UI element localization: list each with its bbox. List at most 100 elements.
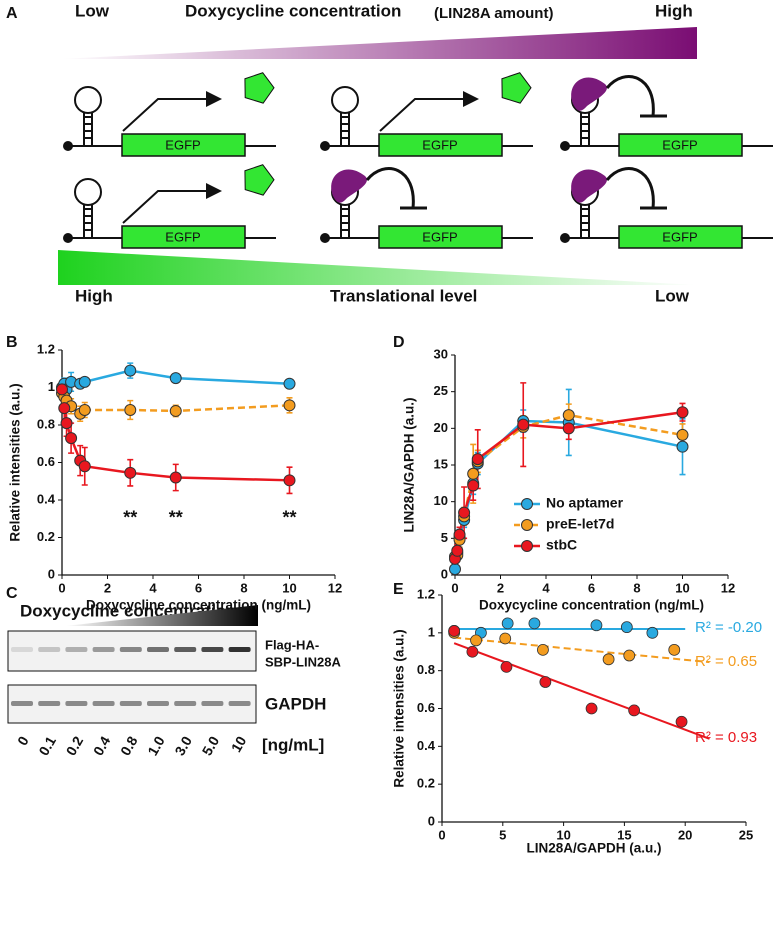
dox-gradient [65,605,258,626]
hairpin [580,113,590,146]
data-point [467,467,480,480]
fit-label: R² = -0.20 [695,619,762,636]
band [38,647,61,652]
egfp-box [378,225,503,249]
y-axis-label: Relative intensities (a.u.) [8,383,23,541]
x-tick-label: 0 [451,580,458,595]
band [147,647,169,652]
blot-row-label: GAPDH [265,694,326,713]
data-point [448,625,461,637]
data-point [628,704,641,717]
band [174,647,197,652]
data-point [676,440,689,453]
data-point [78,460,91,473]
legend-marker [521,540,533,552]
x-tick-label: 10 [282,580,296,595]
band [147,701,169,706]
blot-row-label: Flag-HA- [265,637,319,652]
data-point [124,364,137,377]
data-point [169,471,182,484]
lane-label: 0.2 [63,733,87,758]
cap [560,141,570,151]
data-point [676,428,689,441]
repression [605,167,667,210]
data-point [500,660,513,673]
y-tick-label: 0.8 [417,662,435,677]
hairpin-loop [74,86,102,114]
x-tick-label: 10 [675,580,689,595]
x-tick-label: 8 [240,580,247,595]
constructs: EGFP EGFP EGFP EGFP EGFP EGFP [63,72,773,249]
data-point [449,563,461,576]
series-line [454,413,683,558]
data-point [562,409,575,422]
data-point [539,676,552,688]
data-point [623,649,636,662]
data-point [283,377,296,390]
lane-label: 0.4 [90,733,114,758]
data-point [458,506,471,519]
y-tick-label: 0 [48,566,55,581]
gradient-title: Doxycycline concentration [185,1,401,20]
y-tick-label: 1 [48,379,55,394]
data-point [78,404,91,416]
y-axis-label: LIN28A/GAPDH (a.u.) [402,397,417,532]
band [65,701,88,706]
egfp-label: EGFP [662,229,697,244]
legend-marker [521,519,533,531]
legend-marker [521,498,533,510]
egfp-label: EGFP [422,137,457,152]
y-tick-label: 0.2 [417,776,435,791]
lane-label: 0 [14,733,32,748]
data-point [56,383,68,396]
x-tick-label: 8 [633,580,640,595]
hairpin [580,205,590,238]
translation-title: Translational level [330,286,477,305]
y-tick-label: 0.4 [37,491,56,506]
lane-label: 0.8 [117,733,141,758]
charts: B Relative intensities (a.u.) Doxycycline … [6,334,762,855]
band [174,701,197,706]
y-tick-label: 0 [441,566,448,581]
data-point [562,422,575,435]
egfp-box [121,133,246,157]
egfp-label: EGFP [165,137,200,152]
fit-line [454,636,710,664]
lane-label: 0.1 [35,733,59,758]
data-point [466,645,479,658]
y-tick-label: 10 [434,493,448,508]
egfp-protein [244,164,275,196]
x-tick-label: 20 [678,827,692,842]
band [92,701,115,706]
egfp-label: EGFP [662,137,697,152]
translation-arrow [379,91,479,132]
lane-label: 10 [228,733,250,755]
y-tick-label: 1.2 [417,586,435,601]
dox-gradient [60,27,697,59]
band [11,701,33,706]
data-point [590,619,603,632]
panel-label: C [6,585,18,602]
significance: ** [123,508,137,528]
y-tick-label: 0.4 [417,738,436,753]
data-point [620,621,633,634]
fit-label: R² = 0.65 [695,653,757,670]
translation-arrow [122,91,222,132]
x-tick-label: 0 [58,580,65,595]
blot-unit: [ng/mL] [262,735,324,754]
y-tick-label: 1.2 [37,341,55,356]
lin28a-protein [571,169,608,203]
data-point [283,474,296,487]
egfp-label: EGFP [422,229,457,244]
y-tick-label: 5 [441,530,448,545]
data-point [58,402,71,415]
data-point [528,617,541,630]
cap [63,141,73,151]
y-tick-label: 0.8 [37,416,55,431]
y-tick-label: 30 [434,346,448,361]
low-label: Low [75,1,110,20]
hairpin [340,113,350,146]
repression [365,167,427,210]
y-tick-label: 0.6 [37,454,55,469]
